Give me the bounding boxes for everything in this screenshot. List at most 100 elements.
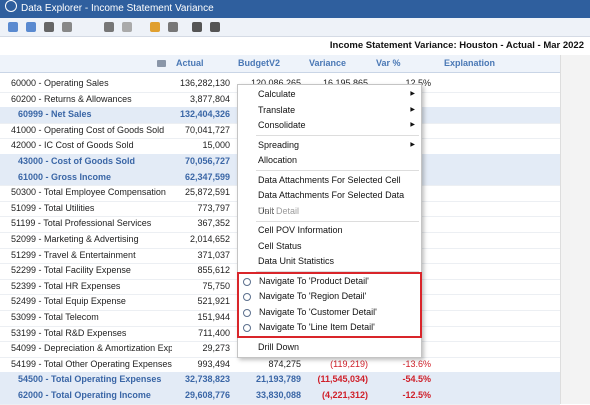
menu-group: Calculate ▶ Translate ▶ Consolidate ▶ [238,87,421,134]
row-label: 54199 - Total Other Operating Expenses [11,358,172,369]
menu-item[interactable]: Data Attachments For Selected Cell [238,173,421,189]
menu-item-label: Allocation [258,155,298,165]
menu-item[interactable]: Cell POV Information [238,223,421,239]
cell-value: 16,195,865 [322,78,368,88]
column-header: BudgetV2 [238,58,281,68]
menu-item[interactable]: Spreading ▶ [238,138,421,154]
menu-item: Cell Detail [238,204,421,220]
menu-item-label: Cell Detail [258,205,300,216]
app-icon [5,0,17,12]
cell-value: 993,494 [197,358,230,369]
scrollbar-area [560,55,590,404]
tool-button[interactable] [150,22,160,32]
menu-item[interactable]: Drill Down [238,340,421,356]
submenu-arrow: ▶ [410,141,415,148]
row-label: 62000 - Total Operating Income [18,390,151,400]
cell-value: 521,921 [197,296,230,307]
menu-group: Drill Down [238,340,421,356]
tool-button[interactable] [168,22,178,32]
menu-item[interactable]: Data Unit Statistics [238,254,421,270]
column-header: Actual [176,58,204,68]
tool-button[interactable] [62,22,72,32]
cell-value: -54.5% [402,374,431,385]
cell-value: (4,221,312) [321,390,368,400]
cell-value: 32,738,823 [184,374,230,385]
submenu-arrow: ▶ [410,122,415,128]
cell-value: 70,041,727 [184,124,230,135]
submenu-arrow: ▶ [410,91,415,97]
menu-item[interactable]: Allocation [238,153,421,169]
cell-value: 62,347,599 [184,171,230,182]
row-label: 54500 - Total Operating Expenses [18,374,162,385]
cell-value: (11,545,034) [317,374,368,385]
column-header: Explanation [444,58,496,68]
row-label: 41000 - Operating Cost of Goods Sold [11,124,165,135]
cell-value: 151,944 [197,312,230,322]
menu-item-label: Navigate To 'Region Detail' [259,291,367,301]
column-header: Variance [309,58,347,68]
cell-value: 367,352 [197,218,230,229]
menu-item-label: Navigate To 'Customer Detail' [259,306,377,317]
row-label: 54099 - Depreciation & Amortization Expe… [11,343,172,354]
cell-value: 2,014,652 [189,234,230,244]
menu-group: Spreading ▶ Allocation [238,138,421,169]
menu-separator [256,220,419,222]
cell-value: 711,400 [198,327,230,338]
menu-item[interactable]: Navigate To 'Customer Detail' [239,305,420,321]
row-label: 43000 - Cost of Goods Sold [18,156,136,166]
tool-button[interactable] [122,22,132,32]
tool-button[interactable] [8,22,18,32]
menu-item-label: Navigate To 'Product Detail' [259,275,369,286]
menu-item[interactable]: Translate ▶ [238,103,421,119]
cell-value: 12.5% [405,78,431,88]
menu-item[interactable]: Navigate To 'Product Detail' [239,274,420,290]
tool-button[interactable] [192,22,202,32]
tool-button[interactable] [104,22,114,32]
menu-item[interactable]: Calculate ▶ [238,87,421,103]
context-menu: Calculate ▶ Translate ▶ Consolidate ▶ Spreadin… [237,84,422,358]
cell-value: 29,608,776 [184,390,230,400]
cell-value: 75,750 [202,280,230,291]
tool-button[interactable] [44,22,54,32]
row-label: 52499 - Total Equip Expense [11,296,126,307]
menu-separator [256,135,419,136]
row-label: 52299 - Total Facility Expense [11,265,131,276]
menu-item[interactable]: Consolidate ▶ [238,118,421,134]
menu-item[interactable]: Cell Status [238,239,421,255]
menu-item-label: Calculate [258,89,296,99]
row-label: 52099 - Marketing & Advertising [11,234,139,244]
report-title: Income Statement Variance: Houston - Act… [329,40,584,51]
column-header-row: Actual BudgetV2 Variance Var % Explanation [0,55,560,73]
cell-value: 120,086,265 [250,78,301,88]
row-label: 53099 - Total Telecom [11,312,99,322]
menu-group: Cell POV Information Cell Status Data Unit… [238,223,421,270]
cell-value: 3,877,804 [189,93,230,104]
menu-item-label: Navigate To 'Line Item Detail' [259,322,375,332]
tool-button[interactable] [26,22,36,32]
menu-icon [243,308,251,317]
menu-item[interactable]: Data Attachments For Selected Data Unit [238,188,421,216]
cell-value: 29,273 [202,343,230,354]
menu-icon [243,293,251,301]
menu-item[interactable]: Navigate To 'Region Detail' [239,289,420,305]
cell-value: -13.6% [402,358,431,369]
menu-item-label: Cell Status [258,240,302,251]
menu-item[interactable]: Navigate To 'Line Item Detail' [239,320,420,336]
column-header: Var % [376,58,401,68]
menu-item-label: Drill Down [258,341,300,352]
cell-value: 132,404,326 [179,109,230,120]
title-bar: Data Explorer - Income Statement Varianc… [0,0,590,18]
tool-button[interactable] [210,22,220,32]
row-label: 61000 - Gross Income [18,171,112,182]
menu-icon [243,324,251,332]
menu-separator [256,170,419,171]
filter-icon [157,60,166,67]
menu-separator [256,271,419,272]
row-label: 53199 - Total R&D Expenses [11,327,127,338]
cell-value: 21,193,789 [255,374,301,385]
total-row: 54500 - Total Operating Expenses 32,738,8… [0,372,560,389]
menu-item-label: Translate [258,104,296,115]
row-label: 51199 - Total Professional Services [11,218,152,229]
row-label: 60999 - Net Sales [18,109,92,120]
